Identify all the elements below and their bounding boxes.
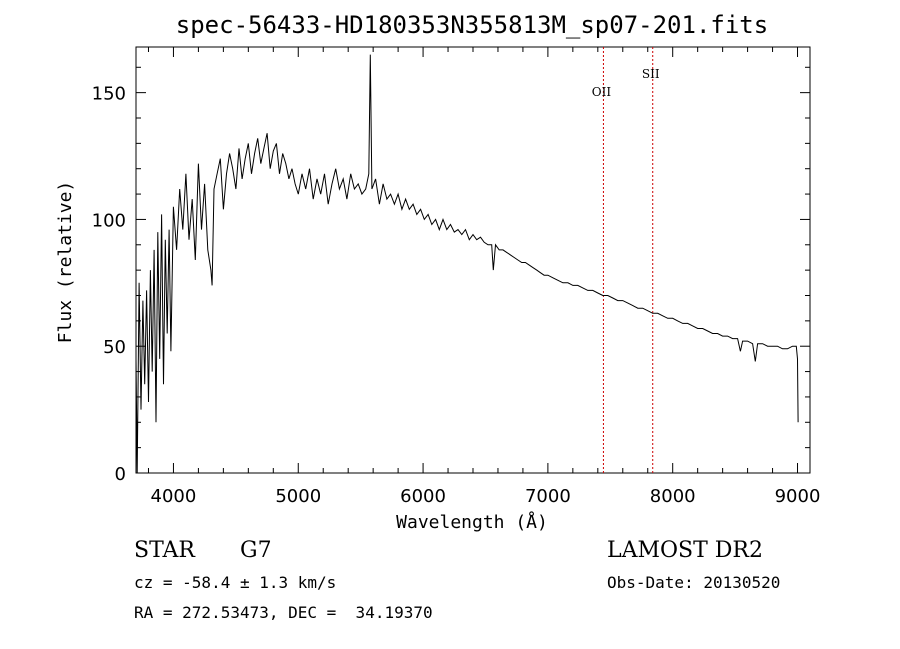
y-tick-label: 0 (115, 464, 126, 485)
spectrum-line (135, 54, 799, 474)
emission-line-markers: OII SII (592, 47, 660, 473)
emission-line-label: SII (642, 67, 660, 81)
emission-line-label: OII (592, 85, 612, 99)
redshift-text: cz = -58.4 ± 1.3 km/s (134, 573, 337, 592)
y-tick-label: 100 (92, 210, 126, 231)
plot-frame (135, 46, 811, 474)
x-tick-label: 9000 (775, 486, 821, 507)
x-tick-label: 6000 (400, 486, 446, 507)
survey-name: LAMOST DR2 (607, 538, 763, 563)
x-tick-labels: 4000 5000 6000 7000 8000 9000 (151, 486, 821, 507)
y-tick-labels: 0 50 100 150 (92, 84, 126, 485)
axis-ticks (136, 47, 810, 474)
observation-date: Obs-Date: 20130520 (607, 573, 781, 592)
coordinates-text: RA = 272.53473, DEC = 34.19370 (134, 603, 433, 622)
x-axis-label: Wavelength (Å) (396, 511, 548, 533)
x-tick-label: 8000 (650, 486, 696, 507)
x-tick-label: 4000 (151, 486, 197, 507)
x-tick-label: 5000 (275, 486, 321, 507)
y-axis-label: Flux (relative) (55, 181, 76, 344)
y-tick-label: 50 (103, 337, 126, 358)
y-tick-label: 150 (92, 84, 126, 105)
x-tick-label: 7000 (525, 486, 571, 507)
spectral-subclass: G7 (240, 538, 272, 563)
object-class: STAR (134, 538, 195, 563)
chart-title: spec-56433-HD180353N355813M_sp07-201.fit… (176, 11, 768, 39)
